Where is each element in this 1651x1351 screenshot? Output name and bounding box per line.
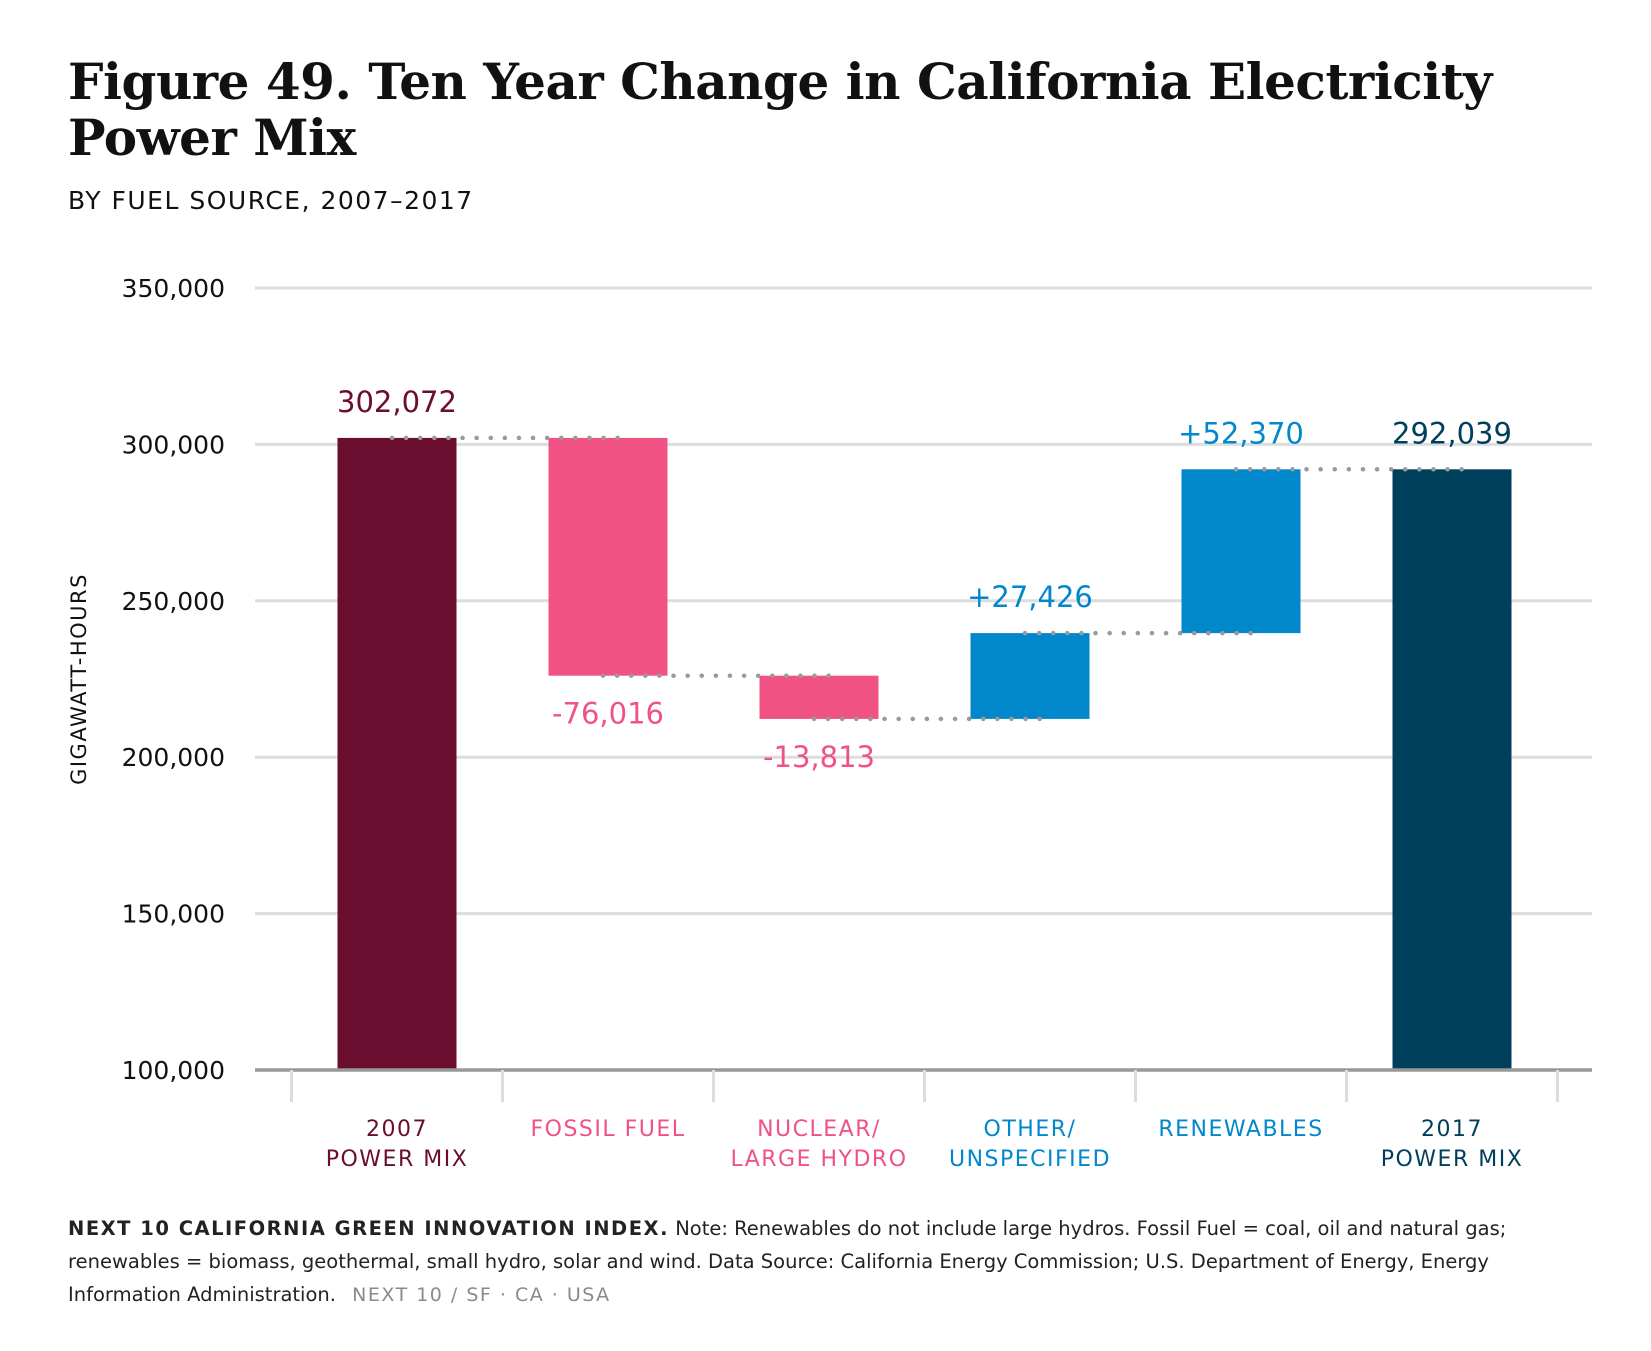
bar [548, 437, 668, 676]
y-tick-label: 200,000 [122, 743, 225, 772]
x-tick-label: 2017 [1421, 1117, 1483, 1142]
x-tick-label: UNSPECIFIED [949, 1147, 1111, 1172]
y-tick-label: 100,000 [122, 1056, 225, 1085]
footer-note: Note: Renewables do not include large hy… [68, 1217, 1507, 1306]
bar [1181, 469, 1301, 634]
data-label: -13,813 [763, 740, 875, 774]
bar [337, 437, 457, 1070]
data-label: -76,016 [552, 697, 664, 731]
data-label: 292,039 [1392, 416, 1512, 450]
bar [1392, 469, 1512, 1070]
x-tick-label: NUCLEAR/ [757, 1117, 881, 1142]
y-tick-label: 300,000 [122, 430, 225, 459]
y-axis-title: GIGAWATT-HOURS [67, 573, 91, 785]
chart-title: Figure 49. Ten Year Change in California… [68, 52, 1492, 167]
x-tick-label: POWER MIX [1381, 1147, 1524, 1172]
waterfall-chart: 100,000 150,000 200,000 250,000 300,000 350,0… [67, 274, 1592, 1172]
chart-footer: NEXT 10 CALIFORNIA GREEN INNOVATION INDE… [68, 1212, 1588, 1312]
bar [759, 675, 879, 719]
data-label: +52,370 [1178, 416, 1304, 450]
chart-subtitle: BY FUEL SOURCE, 2007–2017 [68, 186, 474, 215]
x-tick-label: RENEWABLES [1158, 1117, 1323, 1142]
x-tick-label: FOSSIL FUEL [530, 1117, 685, 1142]
x-tick-label: POWER MIX [326, 1147, 469, 1172]
footer-brand: NEXT 10 CALIFORNIA GREEN INNOVATION INDE… [68, 1217, 669, 1240]
y-tick-label: 150,000 [122, 900, 225, 929]
x-tick-label: OTHER/ [984, 1117, 1077, 1142]
data-label: 302,072 [337, 385, 457, 419]
x-tick-label: LARGE HYDRO [730, 1147, 907, 1172]
data-label: +27,426 [967, 580, 1093, 614]
x-tick-label: 2007 [366, 1117, 428, 1142]
y-tick-label: 350,000 [122, 274, 225, 303]
bar [970, 633, 1090, 719]
footer-tag: NEXT 10 / SF · CA · USA [352, 1284, 611, 1306]
y-tick-label: 250,000 [122, 587, 225, 616]
